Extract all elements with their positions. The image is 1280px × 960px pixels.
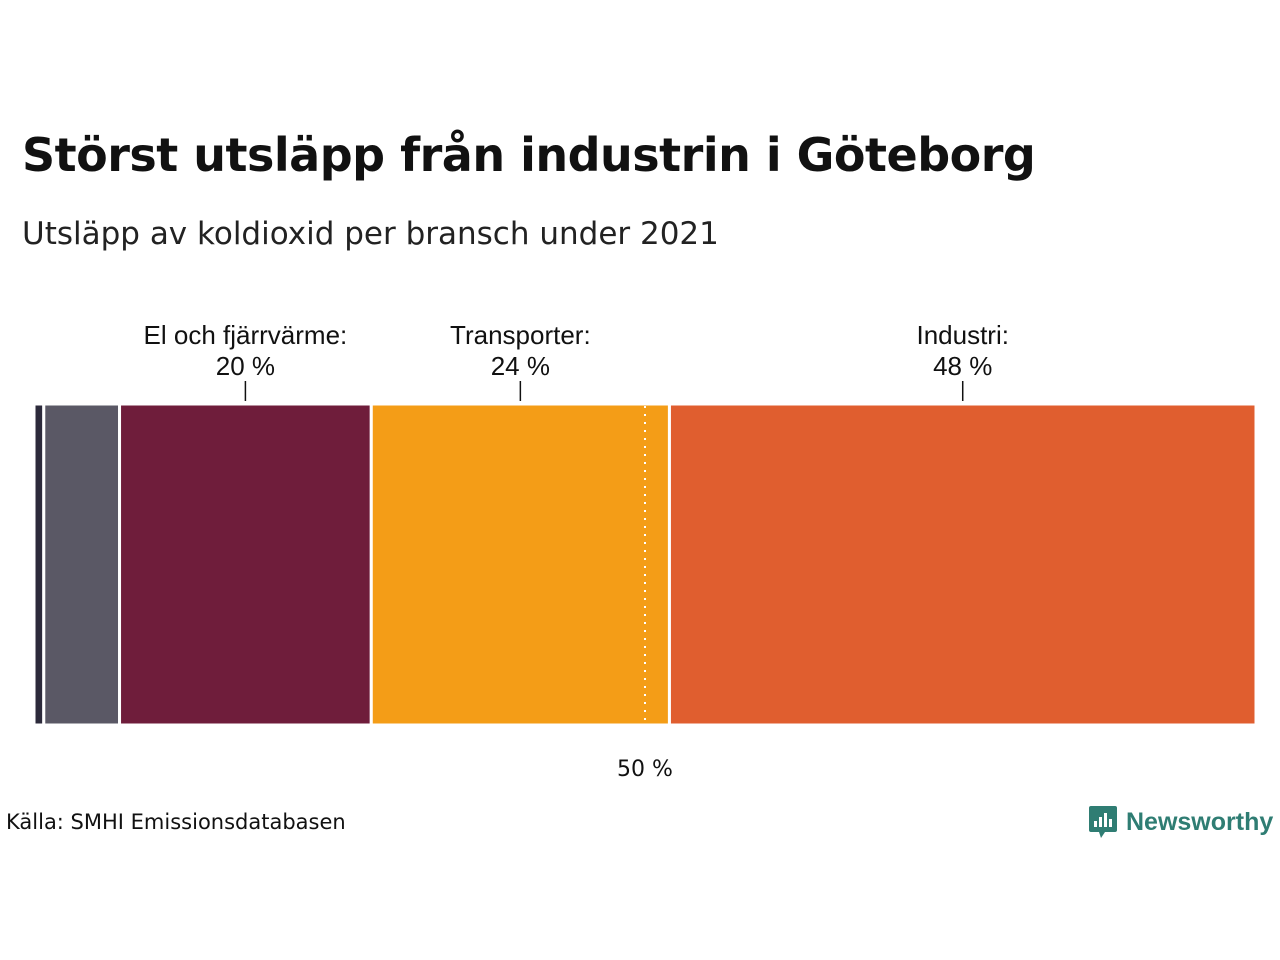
segment-value-label: 24 % — [491, 351, 550, 381]
reference-line-label: 50 % — [617, 757, 673, 782]
chart-subtitle: Utsläpp av koldioxid per bransch under 2… — [22, 216, 719, 252]
bar-segment-1 — [42, 402, 122, 727]
segment-labels: El och fjärrvärme:20 % Transporter:24 % In… — [144, 320, 1009, 401]
bar-segment-2 — [118, 402, 373, 727]
segment-name-label: Transporter: — [450, 320, 591, 350]
segment-value-label: 48 % — [933, 351, 992, 381]
segment-value-label: 20 % — [216, 351, 275, 381]
chart-title: Störst utsläpp från industrin i Göteborg — [22, 128, 1036, 182]
segment-name-label: El och fjärrvärme: — [144, 320, 348, 350]
bar-chart-speech-bubble-icon — [1089, 806, 1117, 838]
bar-segment-4 — [667, 402, 1258, 727]
reference-line-group: 50 % — [617, 406, 673, 782]
bar-segment-3 — [369, 402, 671, 727]
bar-segments — [32, 402, 1258, 727]
stacked-bar-chart: El och fjärrvärme:20 % Transporter:24 % In… — [32, 320, 1258, 782]
brand-name: Newsworthy — [1126, 807, 1274, 836]
brand-logo: Newsworthy — [1088, 802, 1273, 842]
source-note: Källa: SMHI Emissionsdatabasen — [6, 810, 346, 834]
segment-name-label: Industri: — [916, 320, 1009, 350]
